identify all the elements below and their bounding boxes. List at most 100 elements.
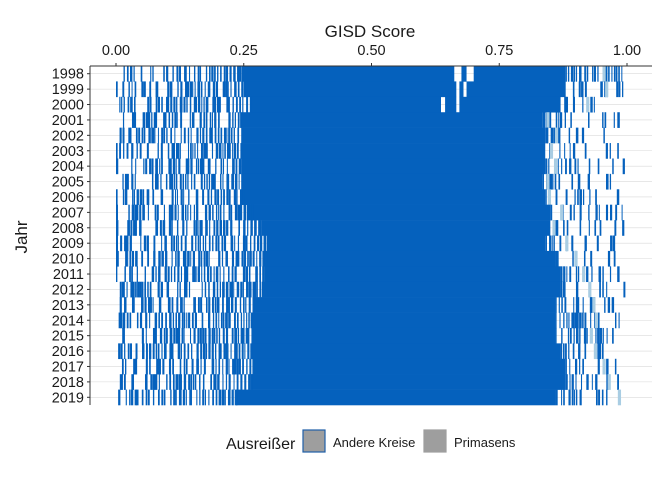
score-tick-2010-l6 xyxy=(141,250,144,267)
score-tick-1998-l22 xyxy=(220,66,222,82)
score-tick-2009-l25 xyxy=(215,235,218,252)
score-tick-2012-l40 xyxy=(259,281,262,298)
score-tick-2011-l24 xyxy=(213,266,215,283)
score-tick-2019-l8 xyxy=(147,389,150,406)
score-tick-2010-l5 xyxy=(135,250,138,267)
score-tick-2012-r0 xyxy=(560,281,563,298)
score-band-1998-2 xyxy=(473,66,566,82)
score-tick-1998-l4 xyxy=(140,66,143,82)
score-tick-2009-l33 xyxy=(245,235,248,252)
score-tick-2002-l13 xyxy=(163,127,166,144)
axes: 1998199920002001200220032004200520062007… xyxy=(52,43,652,406)
score-tick-1998-r2 xyxy=(570,66,574,82)
score-tick-2016-l13 xyxy=(163,343,167,360)
score-tick-2001-l24 xyxy=(218,112,220,128)
score-tick-2019-l17 xyxy=(182,389,185,406)
score-tick-2018-l3 xyxy=(131,374,135,390)
score-tick-2000-l18 xyxy=(186,96,188,113)
score-tick-1999-r1 xyxy=(578,81,581,98)
legend-swatch-primasens xyxy=(423,429,447,453)
score-tick-2001-l22 xyxy=(211,112,213,128)
score-tick-2010-r6 xyxy=(607,250,611,267)
score-tick-2013-l28 xyxy=(243,297,245,313)
score-tick-2013-r6 xyxy=(577,297,580,313)
score-tick-2001-l7 xyxy=(153,112,157,128)
score-tick-2004-r9 xyxy=(597,158,600,175)
score-tick-2004-r8 xyxy=(588,158,591,175)
score-tick-2001-r2 xyxy=(549,112,552,128)
score-tick-2008-l31 xyxy=(254,220,257,236)
score-tick-2011-l18 xyxy=(195,266,197,283)
score-tick-2011-l15 xyxy=(184,266,187,283)
score-tick-2003-l25 xyxy=(215,143,219,159)
score-tick-2007-l14 xyxy=(177,204,179,221)
score-tick-2018-l15 xyxy=(183,374,187,390)
score-tick-2016-l24 xyxy=(205,343,208,360)
score-tick-2007-l6 xyxy=(142,204,145,221)
score-tick-2017-r7 xyxy=(614,358,617,375)
score-tick-2010-l38 xyxy=(262,250,266,267)
score-tick-2001-r6 xyxy=(564,112,566,128)
score-tick-2016-l22 xyxy=(200,343,203,360)
score-tick-2012-l4 xyxy=(130,281,134,298)
x-tick-label-0: 0.00 xyxy=(102,43,130,59)
score-tick-2002-l9 xyxy=(151,127,155,144)
score-tick-2005-l9 xyxy=(165,173,168,190)
score-tick-2001-l19 xyxy=(203,112,206,128)
score-tick-2003-l27 xyxy=(222,143,224,159)
score-tick-2004-r3 xyxy=(561,158,563,175)
score-marks xyxy=(116,66,626,406)
primasens-mark-1998-0 xyxy=(602,66,606,82)
score-tick-2018-l2 xyxy=(123,374,126,390)
score-tick-2009-l18 xyxy=(195,235,197,252)
score-tick-2003-l26 xyxy=(218,143,222,159)
score-tick-2017-r5 xyxy=(597,358,600,375)
score-tick-2009-l13 xyxy=(175,235,178,252)
primasens-mark-2015-0 xyxy=(589,327,593,344)
score-tick-2011-l8 xyxy=(158,266,161,283)
primasens-mark-2014-0 xyxy=(594,312,599,329)
score-tick-1999-l23 xyxy=(215,81,219,98)
score-band-2013-0 xyxy=(253,297,556,313)
score-tick-2003-l5 xyxy=(136,143,138,159)
score-tick-2015-l19 xyxy=(204,327,207,344)
score-tick-2002-r6 xyxy=(575,127,579,144)
score-tick-2015-r4 xyxy=(573,327,575,344)
score-tick-2015-l15 xyxy=(193,327,196,344)
score-band-2016-0 xyxy=(251,343,561,360)
score-tick-2015-l16 xyxy=(197,327,200,344)
score-tick-2015-l10 xyxy=(175,327,179,344)
score-tick-2001-l15 xyxy=(180,112,183,128)
score-tick-2003-l14 xyxy=(177,143,180,159)
score-tick-2016-r2 xyxy=(565,343,567,360)
score-tick-2013-l18 xyxy=(208,297,211,313)
score-tick-1998-r0 xyxy=(565,66,567,82)
score-tick-2011-r12 xyxy=(617,266,620,283)
score-tick-2018-l5 xyxy=(150,374,153,390)
score-tick-2007-l3 xyxy=(134,204,138,221)
score-tick-2002-l20 xyxy=(190,127,192,144)
score-band-2005-0 xyxy=(241,173,543,190)
score-tick-2007-l18 xyxy=(190,204,192,221)
score-tick-2002-r8 xyxy=(603,127,605,144)
score-tick-2013-r7 xyxy=(582,297,584,313)
score-tick-2010-l32 xyxy=(244,250,247,267)
score-tick-1999-r0 xyxy=(572,81,575,98)
score-tick-2007-l17 xyxy=(187,204,189,221)
score-tick-2000-r5 xyxy=(593,96,595,113)
score-tick-1998-l12 xyxy=(184,66,187,82)
score-tick-2013-l13 xyxy=(183,297,185,313)
score-tick-2018-r9 xyxy=(617,374,619,390)
y-tick-label-2006: 2006 xyxy=(52,190,84,206)
score-tick-1999-l12 xyxy=(180,81,183,98)
score-tick-2004-l29 xyxy=(238,158,242,175)
score-tick-2014-r8 xyxy=(576,312,579,329)
score-tick-1998-l5 xyxy=(150,66,152,82)
score-tick-2013-r8 xyxy=(589,297,592,313)
score-tick-2016-l7 xyxy=(145,343,148,360)
score-tick-2015-l9 xyxy=(173,327,176,344)
score-tick-2018-l25 xyxy=(217,374,220,390)
score-tick-2000-l22 xyxy=(198,96,201,113)
score-tick-2017-l11 xyxy=(179,358,182,375)
score-tick-2006-r7 xyxy=(582,189,585,205)
